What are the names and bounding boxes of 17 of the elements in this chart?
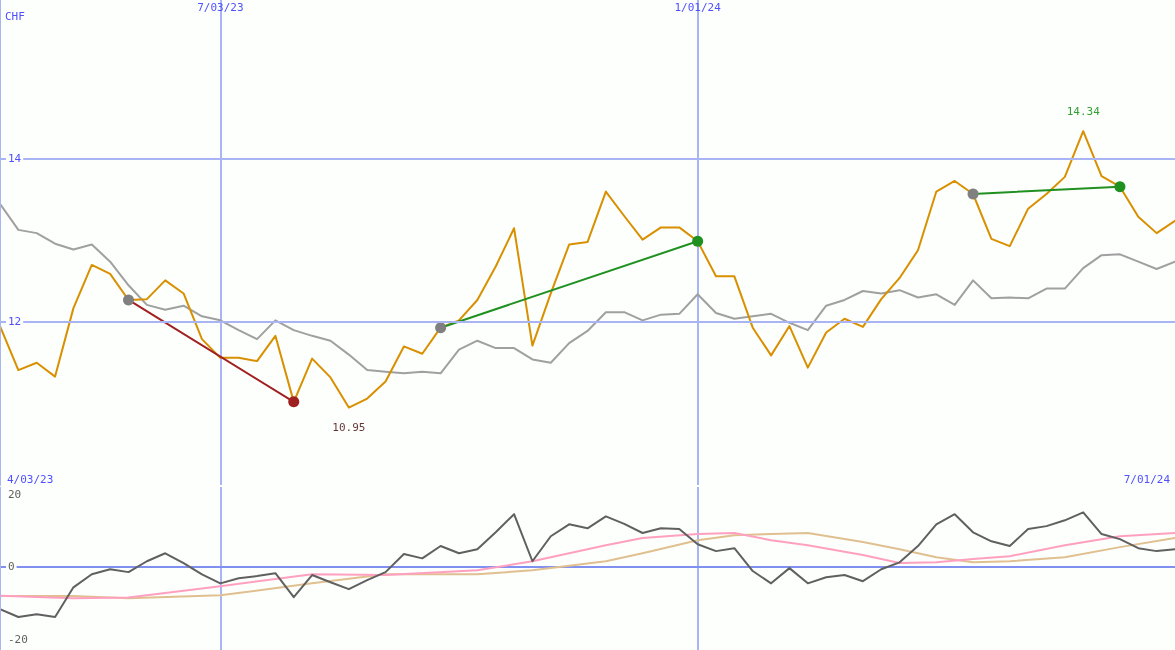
point xyxy=(288,396,300,408)
line-series xyxy=(0,202,1175,375)
y-tick-label: -20 xyxy=(8,632,28,646)
line-series xyxy=(0,511,1175,619)
annotation: 7/01/24 xyxy=(1123,473,1171,486)
y-tick-label: 20 xyxy=(8,487,22,501)
y-tick-label: 0 xyxy=(8,560,15,574)
annotation: 4/03/23 xyxy=(7,473,54,486)
y-tick-label: 14 xyxy=(8,152,22,166)
line-series xyxy=(0,532,1175,600)
line-series xyxy=(0,130,1175,409)
y-tick-label: 12 xyxy=(8,315,22,329)
y-axis-title: CHF xyxy=(5,10,25,23)
x-tick-label: 1/01/24 xyxy=(674,1,722,14)
x-tick-label: 7/03/23 xyxy=(197,1,244,14)
annotation: 14.34 xyxy=(1066,105,1101,119)
annotation: 10.95 xyxy=(332,420,366,434)
